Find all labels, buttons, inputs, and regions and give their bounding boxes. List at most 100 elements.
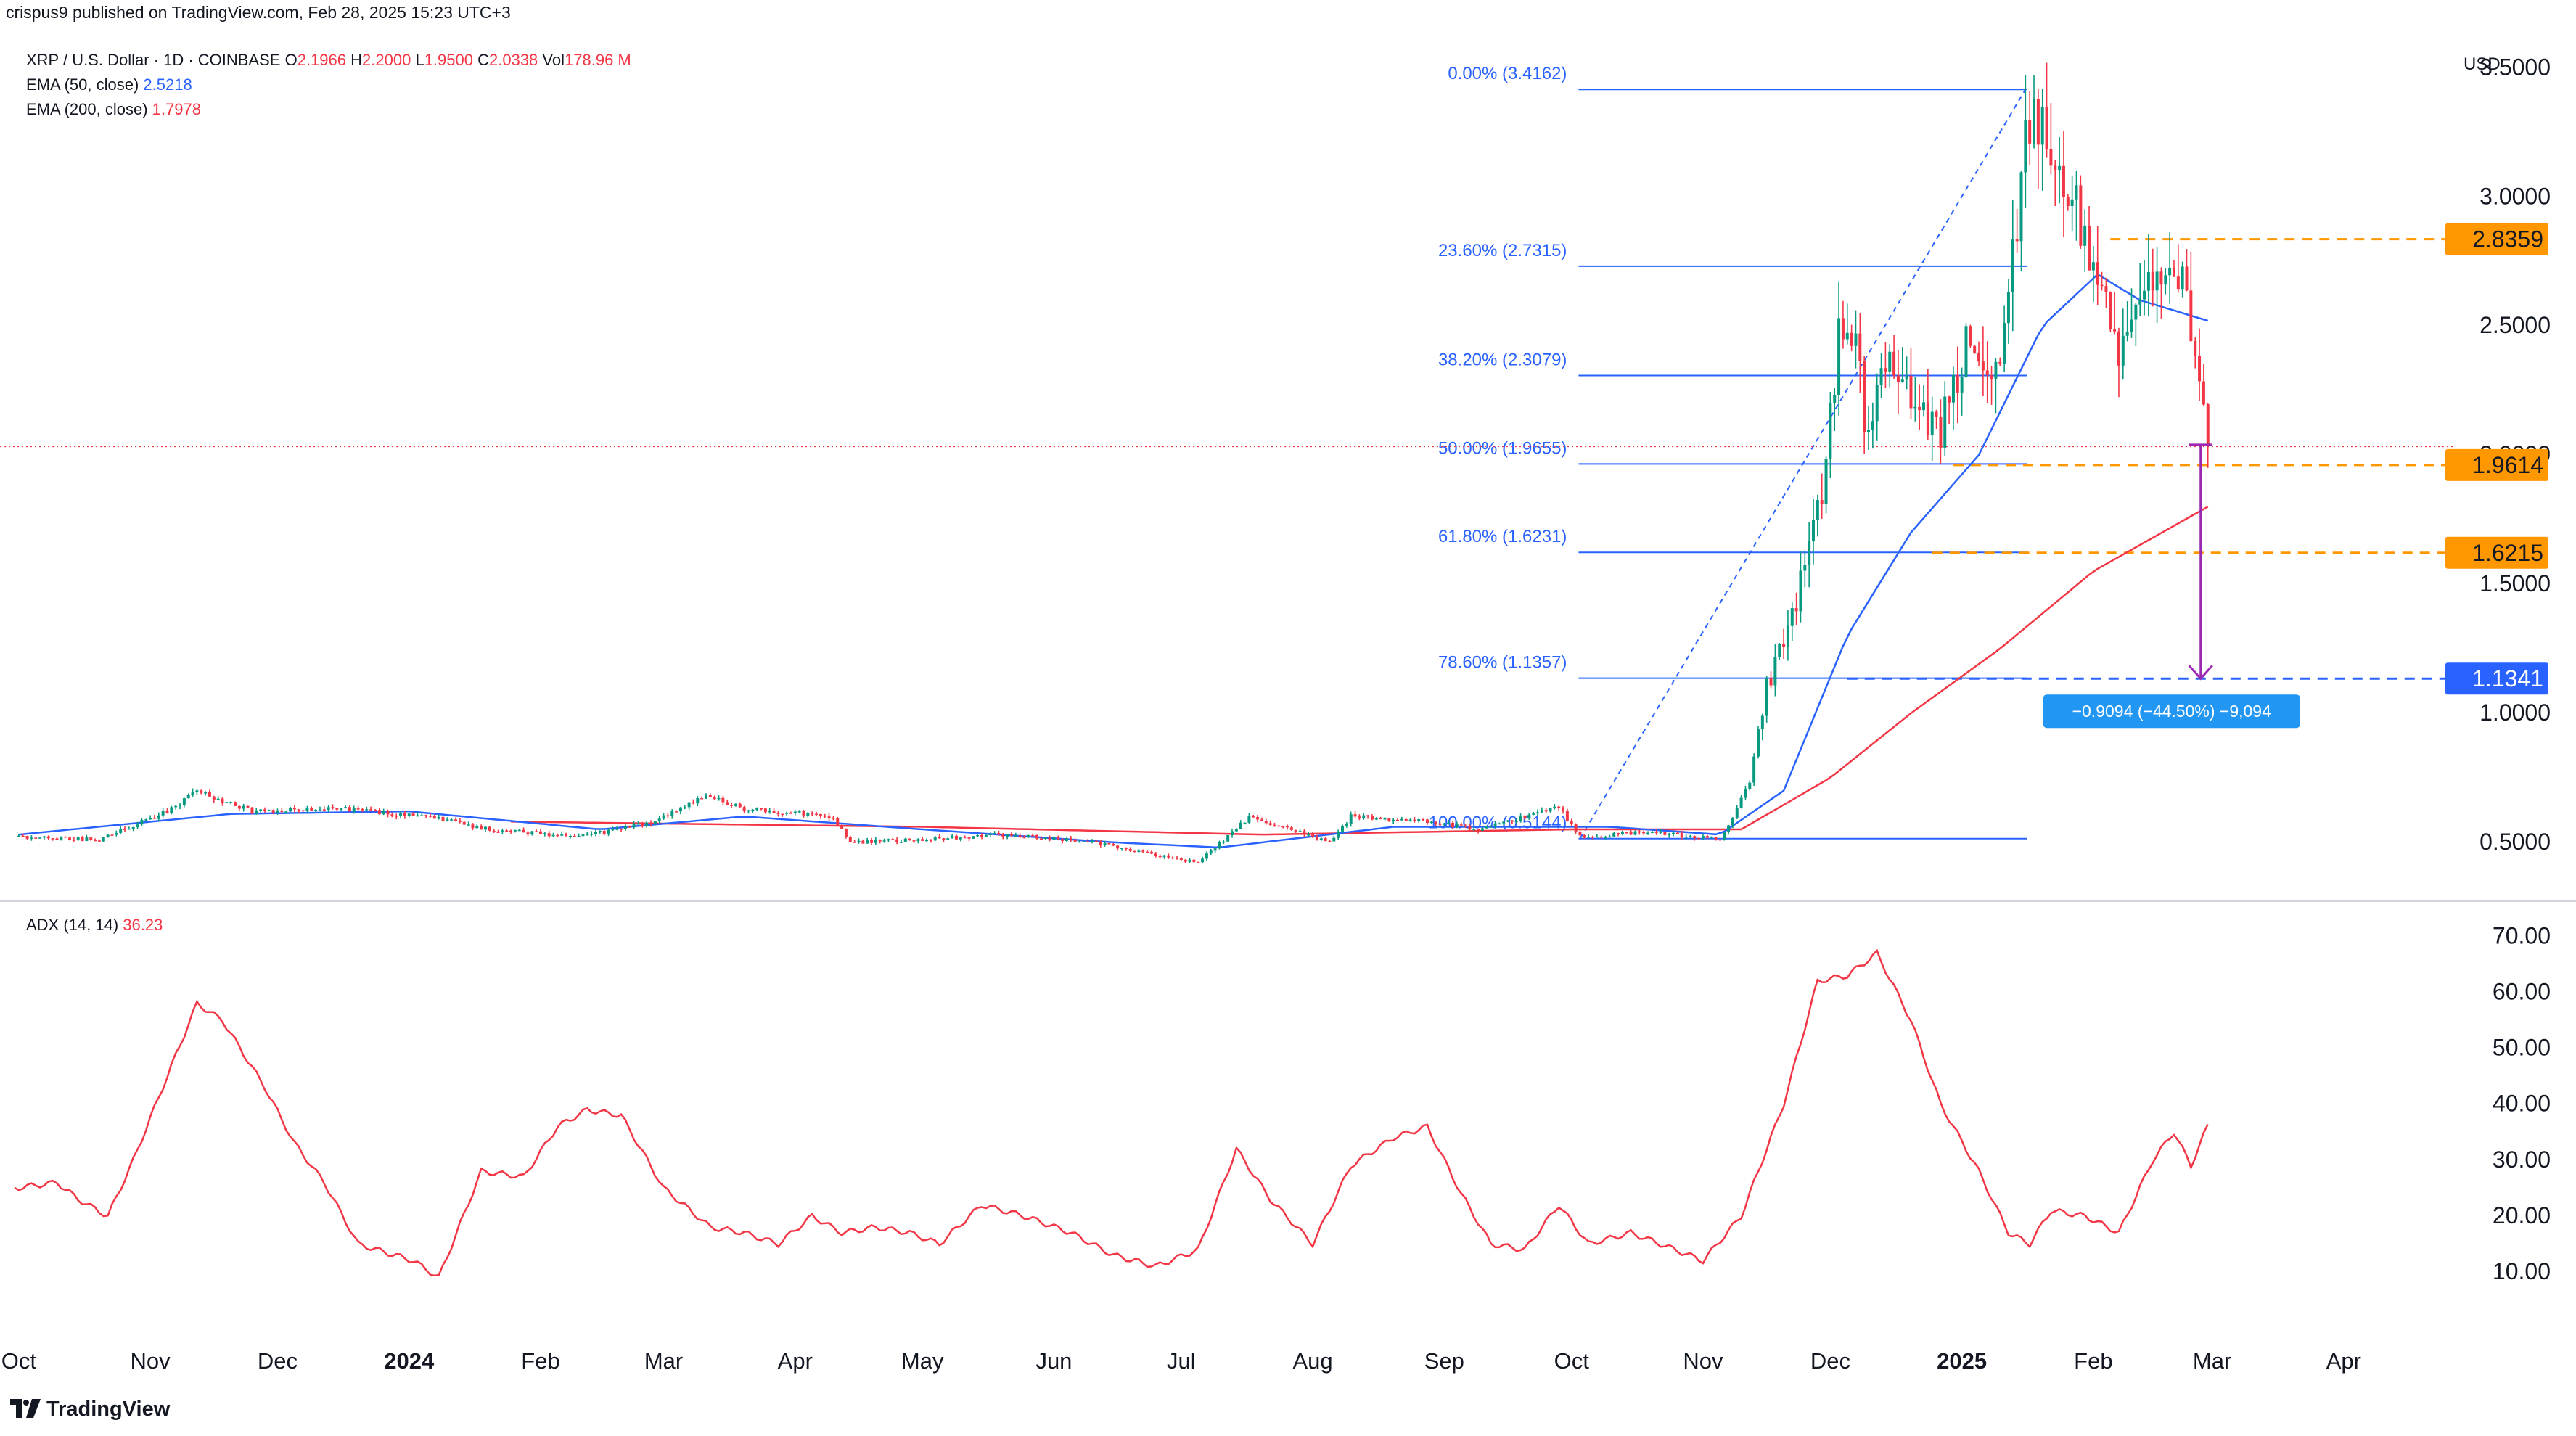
candle-body [1158, 856, 1162, 858]
candle-body [1871, 421, 1874, 430]
candle-body [1120, 848, 1123, 849]
fibonacci-retracement[interactable]: 0.00% (3.4162) 23.60% (2.7315) 38.20% (2.3… [1429, 64, 2027, 840]
candle-body [2113, 329, 2117, 332]
candle-body [1731, 818, 1734, 826]
candle-body [1969, 326, 1972, 346]
candle-body [1981, 361, 1985, 371]
volume-value: 178.96 M [565, 51, 631, 69]
candle-body [946, 838, 950, 840]
candle-body [1646, 832, 1649, 834]
candle-body [1099, 842, 1102, 845]
candle-body [1913, 406, 1917, 409]
symbol-legend[interactable]: XRP / U.S. Dollar · 1D · COINBASE O2.196… [26, 51, 631, 70]
time-tick-label: Dec [1810, 1348, 1850, 1374]
candle-body [1345, 824, 1348, 826]
candle-body [140, 819, 144, 825]
time-tick-label: Jun [1035, 1348, 1072, 1374]
candle-body [1562, 808, 1565, 811]
candle-body [811, 813, 814, 814]
adx-axis[interactable]: 10.00 20.00 30.00 40.00 50.00 60.00 70.00 [2493, 923, 2551, 1284]
candle-body [1723, 832, 1726, 840]
candle-body [1863, 361, 1866, 432]
candle-body [208, 792, 211, 797]
horizontal-levels[interactable] [1847, 238, 2548, 680]
candle-body [1625, 832, 1628, 834]
candle-body [543, 833, 546, 834]
candle-body [802, 811, 805, 816]
candle-body [857, 840, 861, 842]
volume-key: Vol [542, 51, 565, 69]
ema200-label: EMA (200, close) [26, 100, 148, 118]
candle-body [149, 817, 152, 820]
candle-body [467, 824, 470, 826]
time-tick-label: 2024 [384, 1348, 435, 1374]
candle-body [1273, 824, 1276, 826]
candle-body [344, 807, 348, 808]
candle-body [1184, 859, 1187, 862]
candle-body [1031, 834, 1035, 837]
candle-body [1009, 834, 1013, 836]
candle-body [1447, 822, 1451, 824]
candle-body [632, 824, 636, 828]
candle-body [2040, 107, 2044, 145]
candle-body [2202, 381, 2205, 405]
candle-body [1519, 816, 1522, 821]
high-key: H [350, 51, 363, 69]
candle-body [2049, 149, 2053, 166]
candle-body [1413, 819, 1416, 821]
candle-body [106, 834, 110, 837]
candle-body [1998, 361, 2002, 364]
candle-body [271, 810, 275, 813]
time-tick-label: Dec [258, 1348, 298, 1374]
candle-body [1374, 818, 1378, 820]
candle-body [30, 837, 33, 839]
price-tick-label: 2.5000 [2479, 312, 2551, 338]
candle-body [641, 824, 644, 826]
candle-body [1900, 379, 1904, 383]
ema200-legend[interactable]: EMA (200, close) 1.7978 [26, 100, 201, 119]
candle-body [483, 826, 487, 830]
candle-body [573, 835, 576, 837]
candle-body [1705, 836, 1709, 838]
candle-body [1179, 858, 1183, 860]
candle-body [1146, 851, 1149, 853]
candle-body [594, 832, 597, 834]
candle-body [1268, 823, 1272, 825]
price-axis[interactable]: 0.50001.00001.50002.00002.50003.00003.50… [2479, 54, 2551, 854]
candle-body [874, 839, 877, 843]
candle-body [912, 840, 916, 842]
candle-body [1502, 821, 1506, 824]
candle-body [1434, 821, 1437, 824]
candle-body [1778, 643, 1781, 657]
candle-body [1794, 608, 1798, 612]
candle-body [2003, 323, 2006, 364]
candle-body [1523, 816, 1527, 819]
price-range-measure[interactable]: −0.9094 (−44.50%) −9,094 [2043, 443, 2300, 729]
ema50-legend[interactable]: EMA (50, close) 2.5218 [26, 75, 192, 94]
candle-body [2070, 199, 2074, 206]
candle-body [1620, 832, 1624, 834]
candle-body [152, 817, 156, 819]
candle-body [259, 809, 263, 811]
candle-body [1816, 500, 1819, 520]
candle-body [76, 837, 80, 840]
candle-body [1337, 831, 1340, 838]
candle-body [1294, 829, 1297, 832]
candle-body [1604, 837, 1607, 838]
tradingview-logo[interactable]: TradingView [10, 1398, 170, 1421]
candle-body [1328, 841, 1332, 842]
candle-body [301, 810, 305, 811]
candle-body [488, 826, 491, 831]
fib-level-label: 50.00% (1.9655) [1438, 438, 1567, 458]
candle-body [517, 829, 521, 832]
candle-body [568, 835, 572, 837]
candle-body [284, 811, 288, 813]
time-axis[interactable]: Oct Nov Dec 2024 Feb Mar Apr May Jun Jul Aug Sep Oct… [1, 1348, 2361, 1374]
adx-legend[interactable]: ADX (14, 14) 36.23 [26, 916, 163, 935]
price-candles [17, 62, 2210, 863]
candle-body [1964, 326, 1968, 377]
candle-body [462, 821, 466, 825]
candle-body [726, 802, 729, 805]
candle-body [1349, 814, 1353, 824]
